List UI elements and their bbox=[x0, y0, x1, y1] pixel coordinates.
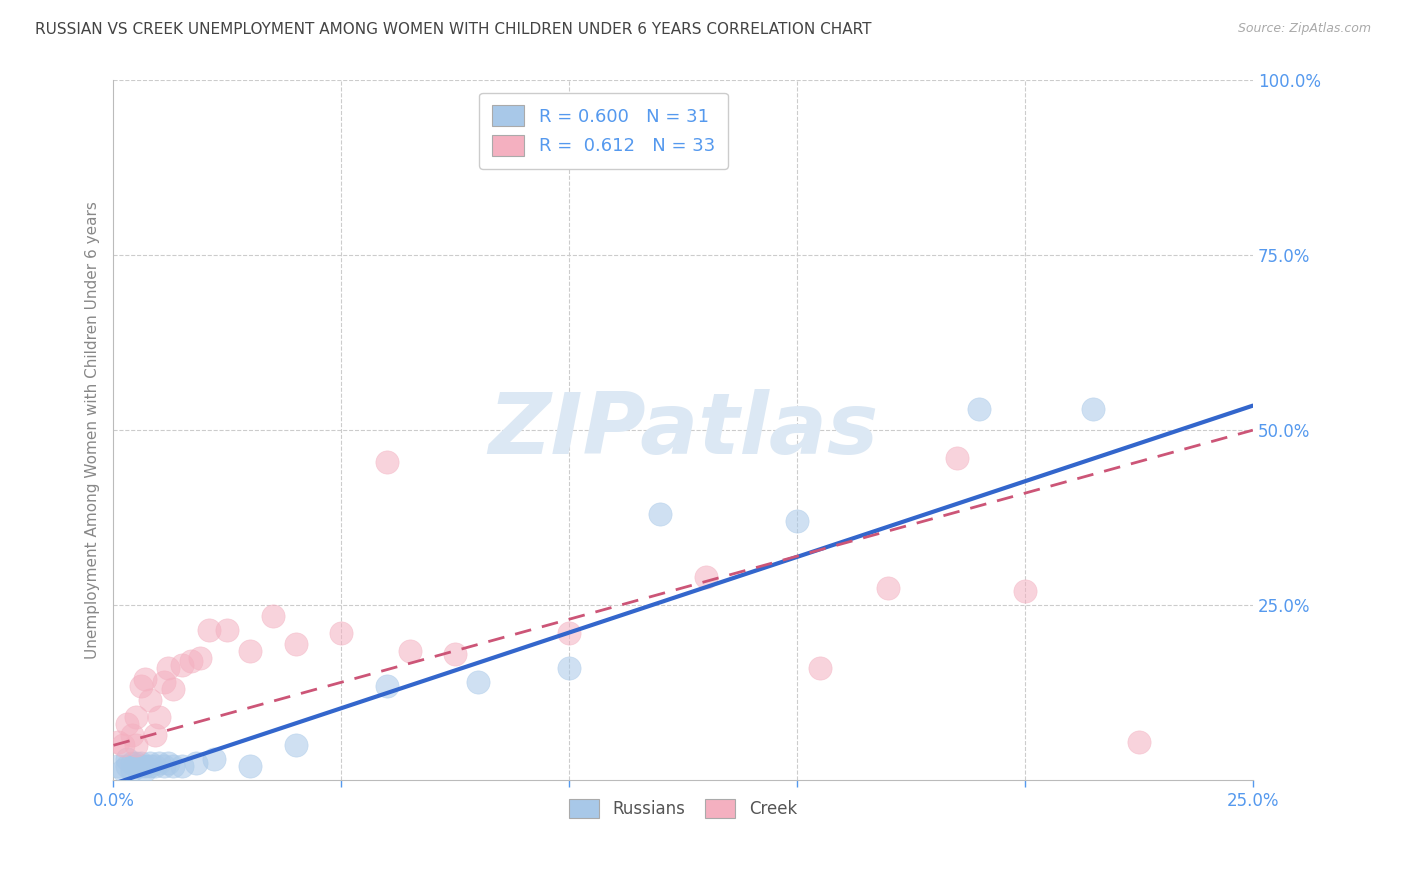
Point bbox=[121, 728, 143, 742]
Point bbox=[188, 650, 211, 665]
Point bbox=[398, 644, 420, 658]
Point bbox=[877, 581, 900, 595]
Point bbox=[808, 661, 831, 675]
Point bbox=[143, 728, 166, 742]
Point bbox=[170, 759, 193, 773]
Point bbox=[139, 759, 162, 773]
Point bbox=[111, 763, 134, 777]
Point bbox=[115, 717, 138, 731]
Point bbox=[107, 735, 129, 749]
Point bbox=[134, 759, 156, 773]
Point bbox=[375, 455, 398, 469]
Y-axis label: Unemployment Among Women with Children Under 6 years: Unemployment Among Women with Children U… bbox=[86, 202, 100, 659]
Point bbox=[786, 514, 808, 528]
Point bbox=[125, 756, 148, 770]
Point bbox=[111, 739, 134, 753]
Point bbox=[139, 756, 162, 770]
Point bbox=[217, 623, 239, 637]
Point bbox=[284, 739, 307, 753]
Point bbox=[284, 637, 307, 651]
Point bbox=[558, 661, 581, 675]
Point bbox=[129, 756, 152, 770]
Point bbox=[129, 679, 152, 693]
Point bbox=[1128, 735, 1150, 749]
Point bbox=[157, 756, 180, 770]
Point bbox=[157, 661, 180, 675]
Point bbox=[180, 654, 202, 668]
Point bbox=[107, 759, 129, 773]
Point bbox=[262, 608, 284, 623]
Text: ZIPatlas: ZIPatlas bbox=[488, 389, 879, 472]
Point bbox=[239, 759, 262, 773]
Point bbox=[115, 752, 138, 766]
Point bbox=[125, 759, 148, 773]
Point bbox=[134, 672, 156, 686]
Point bbox=[467, 675, 489, 690]
Point bbox=[184, 756, 207, 770]
Point bbox=[202, 752, 225, 766]
Point bbox=[330, 626, 353, 640]
Point bbox=[139, 692, 162, 706]
Point bbox=[375, 679, 398, 693]
Point bbox=[148, 756, 170, 770]
Point bbox=[170, 657, 193, 672]
Point bbox=[162, 759, 184, 773]
Point bbox=[1014, 584, 1036, 599]
Point bbox=[125, 739, 148, 753]
Point bbox=[198, 623, 221, 637]
Point bbox=[695, 570, 717, 584]
Point bbox=[125, 710, 148, 724]
Point bbox=[121, 763, 143, 777]
Point bbox=[115, 759, 138, 773]
Point bbox=[969, 402, 991, 417]
Point bbox=[152, 759, 174, 773]
Point bbox=[152, 675, 174, 690]
Point bbox=[162, 682, 184, 697]
Point bbox=[134, 763, 156, 777]
Point bbox=[239, 644, 262, 658]
Point bbox=[129, 759, 152, 773]
Point bbox=[558, 626, 581, 640]
Text: Source: ZipAtlas.com: Source: ZipAtlas.com bbox=[1237, 22, 1371, 36]
Point bbox=[121, 756, 143, 770]
Point bbox=[1083, 402, 1105, 417]
Point bbox=[444, 647, 467, 661]
Legend: Russians, Creek: Russians, Creek bbox=[562, 792, 804, 824]
Text: RUSSIAN VS CREEK UNEMPLOYMENT AMONG WOMEN WITH CHILDREN UNDER 6 YEARS CORRELATIO: RUSSIAN VS CREEK UNEMPLOYMENT AMONG WOME… bbox=[35, 22, 872, 37]
Point bbox=[143, 759, 166, 773]
Point bbox=[945, 451, 967, 466]
Point bbox=[650, 507, 672, 521]
Point bbox=[148, 710, 170, 724]
